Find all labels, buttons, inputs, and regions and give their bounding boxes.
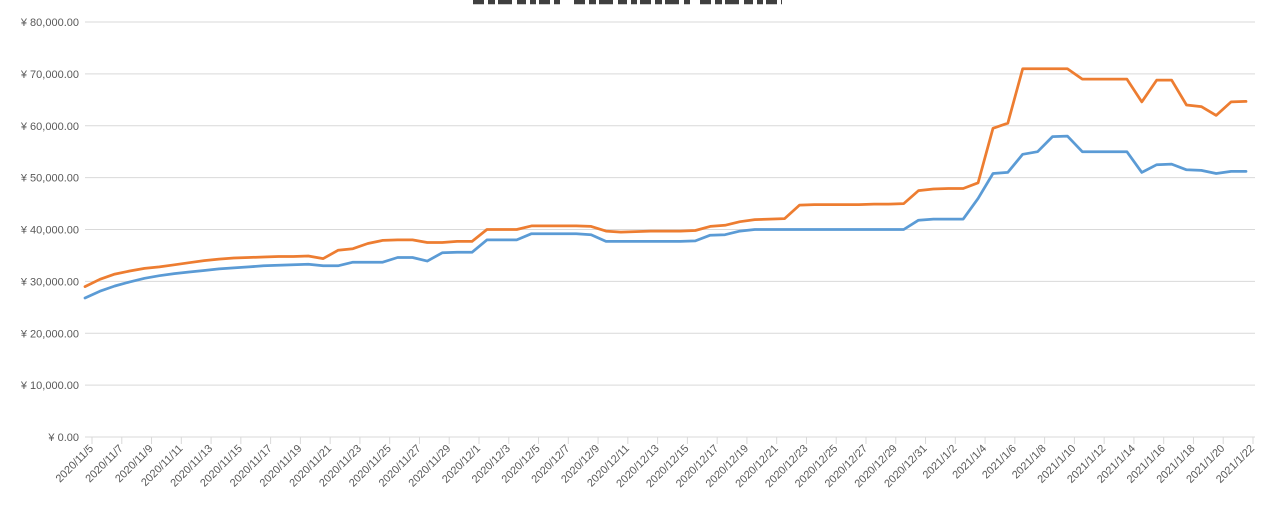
y-gridlines (85, 21, 1255, 438)
y-tick-label: ¥ 50,000.00 (20, 173, 79, 185)
y-tick-label: ¥ 70,000.00 (20, 69, 79, 81)
x-axis-ticks (91, 437, 1254, 444)
y-tick-label: ¥ 20,000.00 (20, 328, 79, 340)
blue-series-line (83, 134, 1248, 300)
y-tick-label: ¥ 40,000.00 (20, 225, 79, 237)
y-tick-label: ¥ 10,000.00 (20, 380, 79, 392)
x-axis-labels: 2020/11/52020/11/72020/11/92020/11/11202… (54, 443, 1258, 490)
y-tick-label: ¥ 80,000.00 (20, 17, 79, 29)
y-axis-labels: ¥ 0.00 ¥ 10,000.00 ¥ 20,000.00 ¥ 30,000.00 ¥… (20, 17, 79, 444)
y-tick-label: ¥ 0.00 (47, 432, 79, 444)
y-tick-label: ¥ 30,000.00 (20, 276, 79, 288)
orange-series-line (83, 67, 1248, 288)
y-tick-label: ¥ 60,000.00 (20, 121, 79, 133)
